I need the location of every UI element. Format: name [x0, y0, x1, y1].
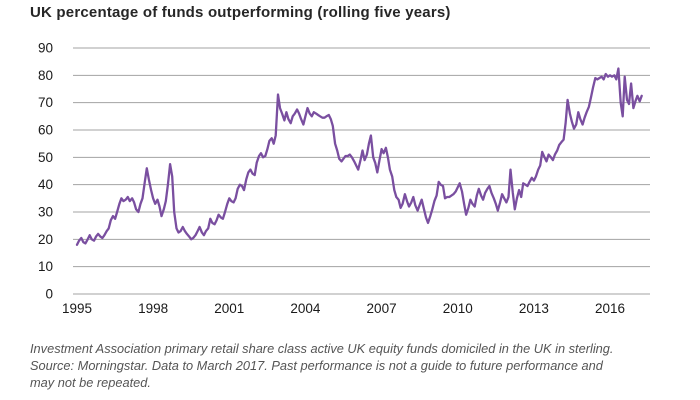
x-tick-label: 1998 — [138, 301, 168, 316]
x-tick-label: 2013 — [519, 301, 549, 316]
chart-title: UK percentage of funds outperforming (ro… — [30, 4, 451, 21]
x-tick-label: 2016 — [595, 301, 625, 316]
y-tick-label: 40 — [38, 177, 53, 192]
y-tick-label: 80 — [38, 68, 53, 83]
x-tick-label: 2010 — [443, 301, 473, 316]
x-tick-label: 2007 — [367, 301, 397, 316]
y-tick-label: 30 — [38, 205, 53, 220]
footnote-line-1: Investment Association primary retail sh… — [30, 341, 614, 356]
y-tick-label: 0 — [45, 287, 53, 302]
x-tick-label: 2004 — [290, 301, 321, 316]
y-tick-label: 50 — [38, 150, 53, 165]
x-tick-label: 2001 — [214, 301, 244, 316]
y-tick-label: 10 — [38, 259, 53, 274]
footnote-line-2: Source: Morningstar. Data to March 2017.… — [30, 358, 603, 373]
y-tick-label: 60 — [38, 123, 53, 138]
x-tick-label: 1995 — [62, 301, 92, 316]
series-line — [75, 67, 643, 246]
y-tick-label: 70 — [38, 95, 53, 110]
chart-footnote: Investment Association primary retail sh… — [30, 340, 685, 391]
y-tick-label: 20 — [38, 232, 53, 247]
y-tick-label: 90 — [38, 41, 53, 56]
footnote-line-3: may not be repeated. — [30, 375, 151, 390]
